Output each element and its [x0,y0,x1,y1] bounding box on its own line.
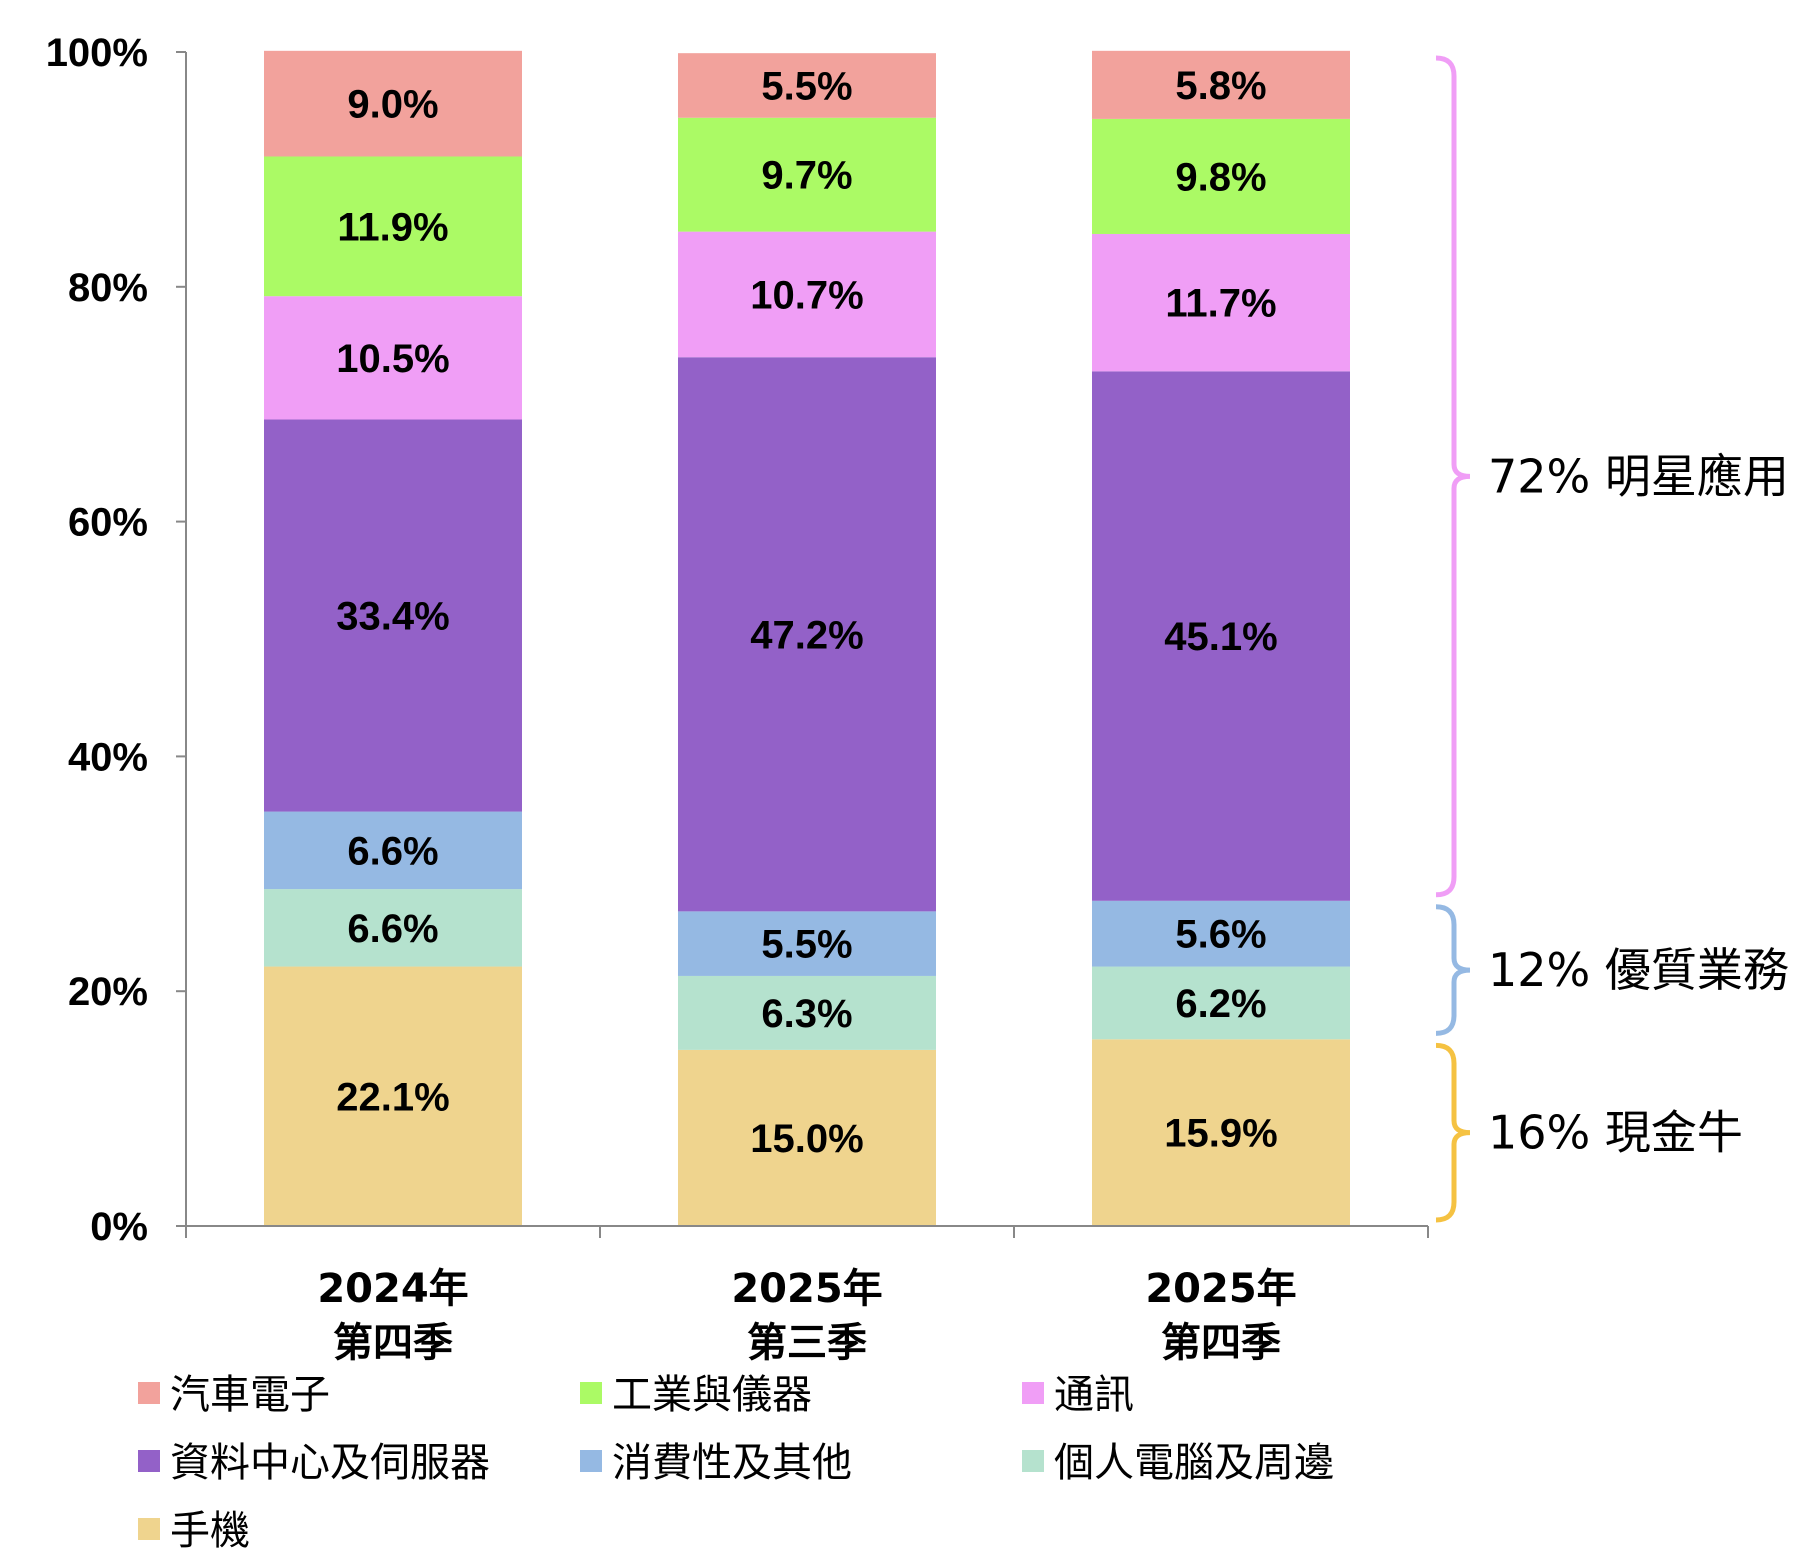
data-label: 6.6% [347,829,438,873]
x-tick-label: 第四季 [1161,1320,1281,1366]
bar-segment [678,975,936,1050]
data-label: 15.9% [1164,1112,1277,1156]
y-tick-label: 100% [46,31,148,75]
bracket-annotation-label: 12% 優質業務 [1488,943,1789,997]
legend-swatch [138,1518,160,1540]
y-tick-label: 40% [68,735,148,779]
legend-label: 手機 [170,1508,250,1554]
bar-segment [264,811,522,890]
data-label: 5.5% [761,923,852,967]
y-tick-label: 0% [90,1205,148,1249]
data-label: 22.1% [336,1075,449,1119]
data-label: 9.0% [347,83,438,127]
bar-segment [678,911,936,976]
bar-segment [1092,50,1350,119]
legend-swatch [1022,1382,1044,1404]
bar-segment [1092,118,1350,234]
data-label: 5.8% [1175,64,1266,108]
data-label: 6.2% [1175,982,1266,1026]
bracket-annotation [1435,55,1471,898]
legend-label: 汽車電子 [170,1372,330,1418]
bracket-annotation-label: 72% 明星應用 [1488,449,1789,503]
legend-swatch [580,1382,602,1404]
x-tick-label: 第三季 [747,1320,867,1366]
bracket-annotation-label: 16% 現金牛 [1488,1106,1743,1160]
bar-segment [264,419,522,812]
bar-segment [678,357,936,912]
data-label: 5.5% [761,64,852,108]
legend-swatch [580,1450,602,1472]
x-tick-label: 2024年 [317,1266,468,1312]
data-label: 6.6% [347,907,438,951]
bar-segment [678,231,936,358]
bar-segment [678,117,936,232]
legend-label: 工業與儀器 [612,1372,812,1418]
bar-segment [678,53,936,118]
data-label: 11.9% [337,205,448,249]
data-label: 10.5% [336,337,449,381]
y-tick-label: 80% [68,266,148,310]
bracket-annotation [1435,904,1471,1036]
bar-segment [264,296,522,420]
bar-segment [264,889,522,967]
legend-label: 資料中心及伺服器 [170,1440,490,1486]
y-tick-label: 20% [68,970,148,1014]
legend-label: 個人電腦及周邊 [1054,1440,1334,1486]
bar-segment [1092,1039,1350,1226]
data-label: 45.1% [1164,615,1277,659]
data-label: 9.7% [761,154,852,198]
bar-segment [264,156,522,297]
bar-segment [1092,966,1350,1040]
bar-segment [264,50,522,157]
legend-swatch [1022,1450,1044,1472]
bar-segment [678,1049,936,1226]
data-label: 10.7% [750,273,863,317]
data-label: 47.2% [750,613,863,657]
legend-swatch [138,1450,160,1472]
legend-label: 消費性及其他 [612,1440,852,1486]
bar-segment [1092,900,1350,967]
data-label: 33.4% [336,595,449,639]
data-label: 11.7% [1165,282,1276,326]
bar-segment [264,966,522,1226]
legend-label: 通訊 [1054,1372,1134,1418]
data-label: 5.6% [1175,913,1266,957]
bracket-annotation [1435,1042,1471,1223]
legend-swatch [138,1382,160,1404]
x-tick-label: 第四季 [333,1320,453,1366]
data-label: 6.3% [761,992,852,1036]
bar-segment [1092,233,1350,372]
x-tick-label: 2025年 [1145,1266,1296,1312]
x-tick-label: 2025年 [731,1266,882,1312]
y-tick-label: 60% [68,501,148,545]
data-label: 15.0% [750,1117,863,1161]
bar-segment [1092,371,1350,901]
data-label: 9.8% [1175,155,1266,199]
